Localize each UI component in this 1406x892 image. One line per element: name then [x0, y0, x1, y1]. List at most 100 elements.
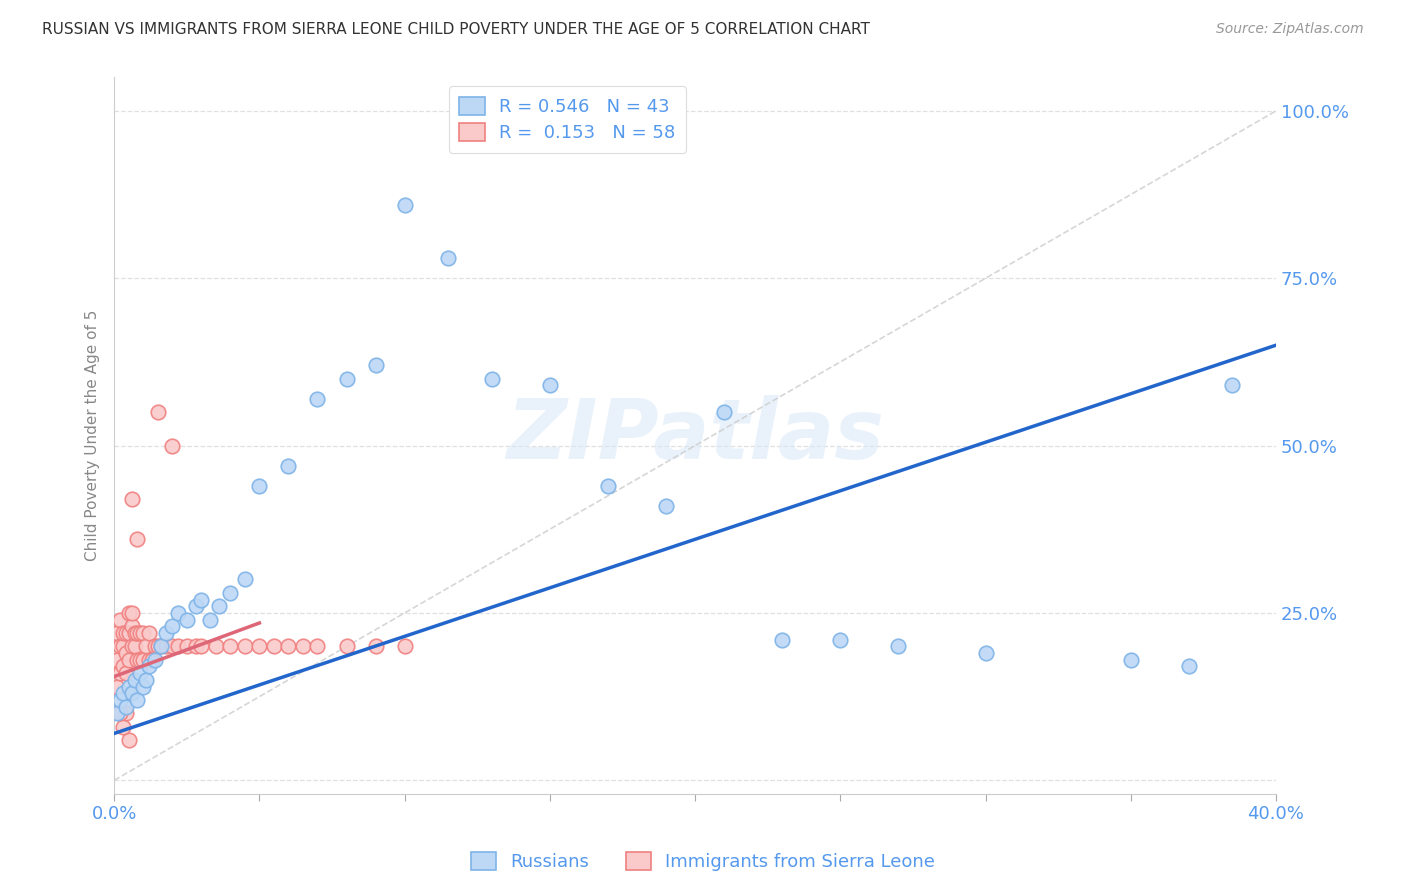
Point [132, 680, 155, 694]
Legend: R = 0.546   N = 43, R =  0.153   N = 58: R = 0.546 N = 43, R = 0.153 N = 58 [449, 87, 686, 153]
Point [277, 640, 299, 654]
Point [249, 640, 271, 654]
Point [105, 680, 128, 694]
Point [132, 626, 155, 640]
Point [121, 619, 143, 633]
Point [118, 733, 141, 747]
Point [149, 640, 172, 654]
Point [162, 640, 184, 654]
Point [1119, 653, 1142, 667]
Point [538, 378, 561, 392]
Point [364, 640, 387, 654]
Point [105, 626, 128, 640]
Point [167, 606, 190, 620]
Point [335, 640, 357, 654]
Point [138, 659, 160, 673]
Point [138, 626, 160, 640]
Point [364, 358, 387, 372]
Point [190, 592, 212, 607]
Point [190, 640, 212, 654]
Point [233, 573, 256, 587]
Point [114, 626, 136, 640]
Point [1222, 378, 1244, 392]
Point [121, 686, 143, 700]
Point [394, 640, 416, 654]
Point [176, 613, 198, 627]
Point [105, 706, 128, 721]
Point [176, 640, 198, 654]
Point [121, 640, 143, 654]
Point [291, 640, 314, 654]
Point [394, 197, 416, 211]
Point [111, 686, 134, 700]
Point [162, 439, 184, 453]
Point [146, 640, 169, 654]
Point [596, 479, 619, 493]
Point [129, 653, 152, 667]
Point [118, 626, 141, 640]
Legend: Russians, Immigrants from Sierra Leone: Russians, Immigrants from Sierra Leone [464, 846, 942, 879]
Point [184, 640, 207, 654]
Point [162, 619, 184, 633]
Text: ZIPatlas: ZIPatlas [506, 395, 884, 476]
Point [127, 653, 149, 667]
Point [124, 626, 146, 640]
Point [307, 640, 329, 654]
Point [1178, 659, 1201, 673]
Point [143, 640, 166, 654]
Point [108, 613, 131, 627]
Point [124, 640, 146, 654]
Point [129, 626, 152, 640]
Point [830, 632, 852, 647]
Point [127, 626, 149, 640]
Point [114, 646, 136, 660]
Point [149, 640, 172, 654]
Point [208, 599, 231, 614]
Point [219, 640, 242, 654]
Point [108, 706, 131, 721]
Point [121, 492, 143, 507]
Point [111, 626, 134, 640]
Point [108, 693, 131, 707]
Point [307, 392, 329, 406]
Point [135, 673, 157, 687]
Point [111, 720, 134, 734]
Point [233, 640, 256, 654]
Point [146, 405, 169, 419]
Point [974, 646, 997, 660]
Point [108, 666, 131, 681]
Point [114, 666, 136, 681]
Point [114, 699, 136, 714]
Point [713, 405, 735, 419]
Point [887, 640, 910, 654]
Point [249, 479, 271, 493]
Text: Source: ZipAtlas.com: Source: ZipAtlas.com [1216, 22, 1364, 37]
Point [437, 251, 460, 265]
Point [124, 673, 146, 687]
Point [335, 372, 357, 386]
Point [114, 706, 136, 721]
Point [129, 666, 152, 681]
Point [141, 653, 163, 667]
Point [198, 613, 221, 627]
Point [143, 653, 166, 667]
Point [135, 640, 157, 654]
Point [155, 640, 177, 654]
Point [770, 632, 793, 647]
Point [127, 533, 149, 547]
Point [655, 499, 678, 513]
Point [205, 640, 228, 654]
Text: RUSSIAN VS IMMIGRANTS FROM SIERRA LEONE CHILD POVERTY UNDER THE AGE OF 5 CORRELA: RUSSIAN VS IMMIGRANTS FROM SIERRA LEONE … [42, 22, 870, 37]
Point [167, 640, 190, 654]
Point [132, 653, 155, 667]
Point [184, 599, 207, 614]
Point [118, 606, 141, 620]
Point [118, 680, 141, 694]
Point [138, 653, 160, 667]
Point [108, 640, 131, 654]
Point [127, 693, 149, 707]
Point [219, 586, 242, 600]
Point [105, 653, 128, 667]
Point [277, 458, 299, 473]
Point [481, 372, 503, 386]
